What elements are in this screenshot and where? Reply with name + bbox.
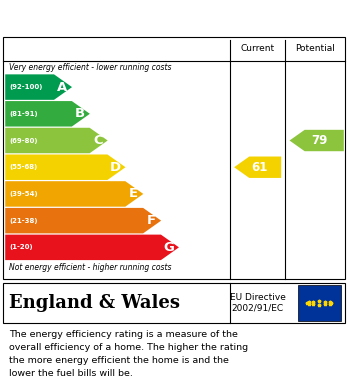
Text: Current: Current (240, 44, 275, 53)
Text: F: F (147, 214, 156, 227)
Text: E: E (129, 187, 138, 201)
Text: (39-54): (39-54) (9, 191, 38, 197)
Text: (92-100): (92-100) (9, 84, 43, 90)
Text: (1-20): (1-20) (9, 244, 33, 250)
Text: Not energy efficient - higher running costs: Not energy efficient - higher running co… (9, 263, 171, 272)
Text: A: A (57, 81, 67, 93)
Text: 79: 79 (311, 134, 327, 147)
Text: D: D (110, 161, 121, 174)
Polygon shape (5, 235, 179, 260)
Text: (55-68): (55-68) (9, 164, 38, 170)
Text: Energy Efficiency Rating: Energy Efficiency Rating (9, 10, 219, 25)
Text: EU Directive
2002/91/EC: EU Directive 2002/91/EC (230, 293, 285, 313)
Text: (81-91): (81-91) (9, 111, 38, 117)
Bar (298, 285, 341, 321)
Text: G: G (164, 241, 174, 254)
Polygon shape (5, 181, 143, 207)
Text: Potential: Potential (295, 44, 335, 53)
Polygon shape (5, 208, 161, 233)
Polygon shape (290, 130, 344, 151)
Text: (21-38): (21-38) (9, 218, 38, 224)
Text: 61: 61 (252, 161, 268, 174)
Polygon shape (5, 154, 126, 180)
Text: C: C (93, 134, 103, 147)
Text: (69-80): (69-80) (9, 138, 38, 143)
Text: B: B (75, 107, 85, 120)
Polygon shape (5, 101, 90, 127)
Polygon shape (5, 74, 72, 100)
Text: England & Wales: England & Wales (9, 294, 180, 312)
Text: Very energy efficient - lower running costs: Very energy efficient - lower running co… (9, 63, 171, 72)
Polygon shape (234, 156, 281, 178)
Text: The energy efficiency rating is a measure of the
overall efficiency of a home. T: The energy efficiency rating is a measur… (9, 330, 248, 378)
Polygon shape (5, 128, 108, 153)
